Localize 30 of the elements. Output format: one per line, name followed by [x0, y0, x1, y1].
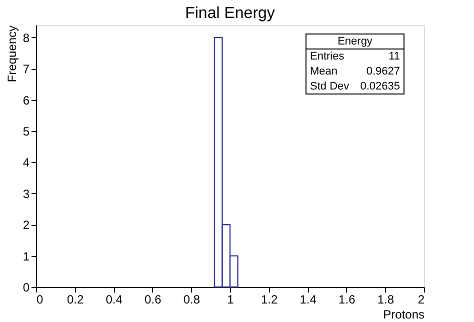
x-axis-title: Protons — [383, 308, 424, 322]
y-tick-label: 8 — [22, 30, 30, 45]
x-tick-label: 1.6 — [338, 292, 356, 306]
x-tick-label: 1 — [227, 292, 234, 306]
annotation: 11 — [388, 50, 400, 62]
y-tick-label: 0 — [22, 280, 30, 294]
y-tick-label: 5 — [22, 124, 30, 139]
chart-title: Final Energy — [185, 5, 275, 22]
y-axis-title: Frequency — [4, 26, 19, 82]
y-tick-label: 2 — [22, 218, 30, 232]
x-tick-label: 0.6 — [144, 292, 162, 306]
x-tick-label: 1.8 — [377, 292, 394, 306]
y-tick-label: 7 — [22, 62, 30, 76]
annotation: Std Dev — [310, 80, 350, 92]
annotation: Mean — [310, 66, 338, 78]
x-tick-label: 0.8 — [183, 292, 200, 306]
annotation: Energy — [338, 36, 373, 48]
x-tick-label: 0 — [36, 292, 44, 306]
x-tick-label: 0.4 — [106, 292, 123, 306]
annotation: 0.02635 — [360, 80, 400, 92]
x-tick-label: 1.2 — [260, 292, 278, 306]
y-tick-label: 3 — [22, 186, 30, 201]
annotation: Entries — [310, 50, 345, 62]
y-tick-label: 1 — [22, 249, 30, 264]
y-tick-label: 6 — [22, 93, 30, 108]
y-tick-label: 4 — [22, 156, 30, 170]
annotation: 0.9627 — [366, 66, 400, 78]
x-tick-label: 2 — [418, 292, 425, 306]
x-tick-label: 0.2 — [66, 292, 84, 306]
x-tick-label: 1.4 — [300, 292, 317, 306]
